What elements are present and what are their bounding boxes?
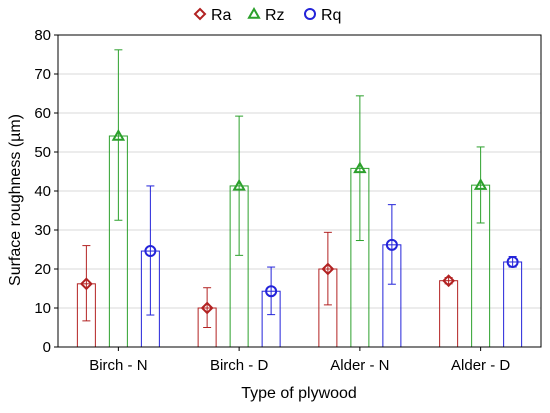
y-tick-label: 30 (34, 222, 51, 239)
y-tick-label: 50 (34, 144, 51, 161)
axes: 0 10 20 30 40 50 60 70 80 Birch - N Birch - D Alder… (34, 27, 542, 374)
point-rq (144, 245, 157, 258)
x-tick-label: Birch - N (89, 357, 147, 374)
legend-label-rq: Rq (321, 7, 341, 24)
legend-marker-rq (304, 8, 316, 20)
point-rz (353, 161, 367, 174)
grid (58, 73, 541, 309)
point-rz (473, 178, 488, 190)
bar-ra (439, 280, 459, 348)
plot-frame (57, 34, 542, 348)
point-rq (385, 238, 398, 251)
point-rq (265, 285, 278, 298)
legend-label-rz: Rz (265, 7, 285, 24)
x-tick-label: Alder - N (330, 357, 389, 374)
point-rz (111, 128, 126, 141)
y-tick-label: 20 (34, 261, 51, 278)
x-axis-label: Type of plywood (241, 385, 357, 402)
legend-label-ra: Ra (211, 7, 232, 24)
y-tick-label: 0 (43, 339, 51, 356)
point-ra (442, 274, 456, 288)
point-ra (79, 277, 93, 291)
y-axis-label: Surface roughness (µm) (7, 114, 24, 286)
point-ra (200, 301, 214, 315)
point-rq (506, 255, 519, 268)
bar-rq (503, 261, 523, 348)
y-tick-label: 80 (34, 27, 51, 44)
point-ra (321, 262, 335, 276)
legend-marker-rz (247, 6, 261, 19)
x-tick-label: Alder - D (451, 357, 510, 374)
x-tick-label: Birch - D (210, 357, 269, 374)
legend-marker-ra (193, 7, 207, 21)
y-tick-label: 10 (34, 300, 51, 317)
y-tick-label: 40 (34, 183, 51, 200)
y-tick-label: 60 (34, 105, 51, 122)
legend: Ra Rz Rq (193, 6, 341, 24)
y-tick-label: 70 (34, 66, 51, 83)
plot-area (76, 49, 523, 348)
point-rz (232, 178, 246, 191)
